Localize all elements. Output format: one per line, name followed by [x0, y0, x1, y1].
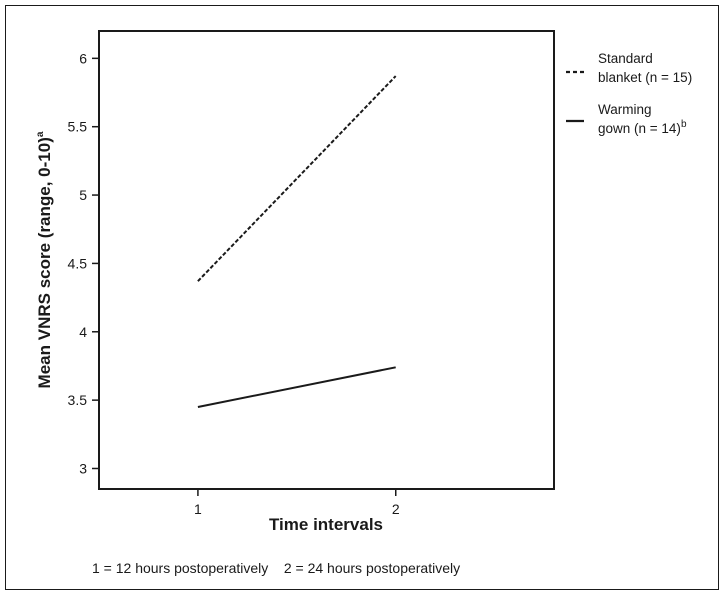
- y-tick-label: 6: [79, 50, 87, 66]
- plot-area: [98, 30, 555, 490]
- y-tick-label: 4.5: [68, 255, 88, 271]
- legend-label-warming-gown-line2: gown (n = 14)b: [598, 119, 687, 136]
- y-tick-label: 5: [79, 187, 87, 203]
- y-axis-title: Mean VNRS score (range, 0-10)a: [35, 131, 54, 388]
- y-tick-label: 3: [79, 460, 87, 476]
- chart-footnote: 1 = 12 hours postoperatively 2 = 24 hour…: [92, 560, 460, 576]
- y-tick-label: 4: [79, 324, 87, 340]
- legend: Standard blanket (n = 15) Warming gown (…: [566, 51, 692, 136]
- series-lines: [197, 75, 397, 408]
- legend-label-standard-blanket-line1: Standard: [598, 51, 653, 66]
- legend-label-standard-blanket-line2: blanket (n = 15): [598, 70, 692, 85]
- y-tick-label: 5.5: [68, 119, 88, 135]
- series-line-warming-gown: [197, 366, 396, 408]
- legend-label-warming-gown-line1: Warming: [598, 102, 652, 117]
- y-axis-title-superscript: a: [35, 131, 46, 137]
- figure-frame: [5, 5, 719, 590]
- x-axis-title: Time intervals: [269, 515, 383, 534]
- y-tick-label: 3.5: [68, 392, 88, 408]
- legend-label-warming-gown-line2-text: gown (n = 14): [598, 121, 681, 136]
- x-tick-label: 1: [194, 501, 202, 517]
- series-line-standard-blanket: [197, 75, 397, 282]
- y-axis-title-text: Mean VNRS score (range, 0-10): [35, 137, 54, 388]
- y-axis: 3 3.5 4 4.5 5 5.5 6: [68, 50, 99, 476]
- legend-label-warming-gown-superscript: b: [681, 119, 687, 130]
- x-tick-label: 2: [392, 501, 400, 517]
